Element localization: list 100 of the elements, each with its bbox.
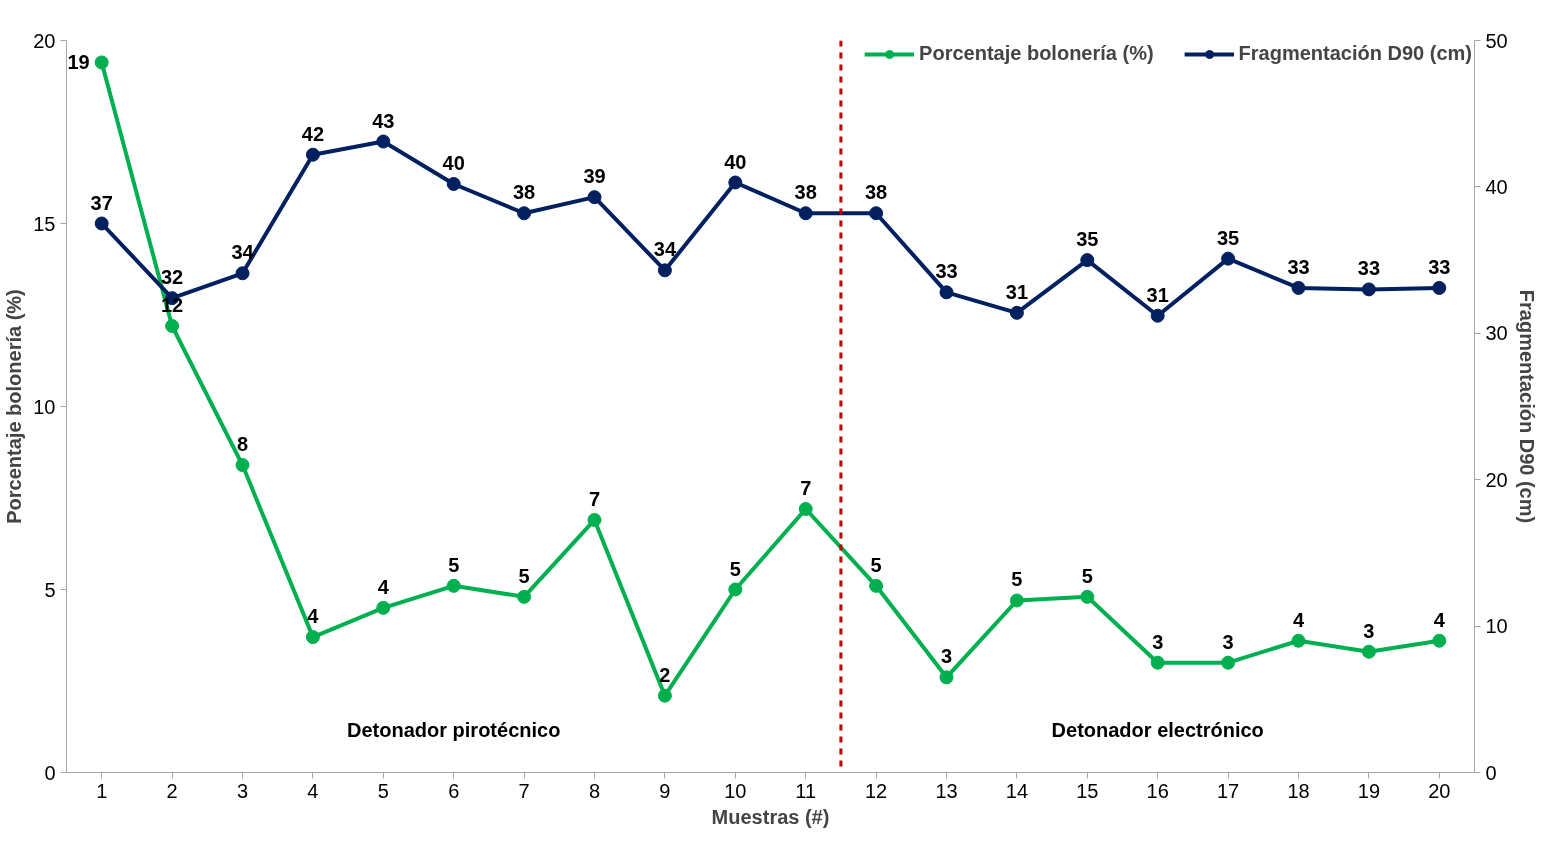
y2-tick-label: 0	[1485, 761, 1497, 784]
point	[587, 512, 602, 527]
data-label: 42	[301, 122, 325, 145]
data-label: 7	[588, 487, 601, 510]
point	[1080, 589, 1095, 604]
point	[305, 630, 320, 645]
y-tick-label: 20	[33, 29, 56, 52]
x-tick-label: 2	[166, 779, 178, 802]
point	[1150, 308, 1165, 323]
data-label: 33	[1428, 255, 1451, 278]
data-label: 5	[1011, 568, 1023, 591]
point	[376, 600, 391, 615]
x-tick-label: 12	[864, 779, 888, 802]
point	[1291, 633, 1306, 648]
y2-tick-label: 20	[1485, 468, 1508, 491]
point	[587, 190, 602, 205]
data-label: 5	[1081, 564, 1093, 587]
point	[798, 501, 813, 516]
y2-axis-title: Fragmentación D90 (cm)	[1515, 289, 1538, 524]
x-tick-label: 20	[1428, 779, 1451, 802]
data-label: 31	[1005, 280, 1029, 303]
point	[376, 134, 391, 149]
data-label: 38	[512, 181, 536, 204]
point	[1432, 633, 1447, 648]
data-label: 39	[583, 165, 606, 188]
data-label: 33	[935, 260, 958, 283]
x-tick-label: 15	[1076, 779, 1099, 802]
data-label: 40	[442, 151, 465, 174]
point	[1009, 593, 1024, 608]
data-label: 33	[1357, 257, 1381, 280]
x-tick-label: 4	[307, 779, 319, 802]
x-tick-label: 9	[659, 779, 671, 802]
point	[517, 589, 532, 604]
annotation: Detonador electrónico	[1051, 718, 1264, 741]
data-label: 3	[940, 645, 953, 668]
data-label: 38	[864, 181, 888, 204]
data-label: 35	[1216, 226, 1240, 249]
data-label: 37	[90, 191, 113, 214]
point	[235, 458, 250, 473]
data-label: 8	[236, 433, 249, 456]
point	[1221, 655, 1236, 670]
x-tick-label: 13	[935, 779, 958, 802]
y-tick-label: 0	[44, 761, 56, 784]
x-tick-label: 16	[1146, 779, 1169, 802]
data-label: 3	[1222, 630, 1234, 653]
x-tick-label: 19	[1357, 779, 1381, 802]
data-label: 40	[724, 150, 747, 173]
y2-tick-label: 50	[1485, 29, 1508, 52]
point	[517, 206, 532, 221]
point	[869, 206, 884, 221]
data-label: 43	[372, 109, 395, 132]
data-label: 4	[307, 605, 320, 628]
point	[1009, 305, 1024, 320]
point	[1361, 282, 1376, 297]
data-label: 34	[653, 238, 677, 261]
x-tick-label: 18	[1287, 779, 1310, 802]
data-label: 38	[794, 181, 817, 204]
y2-tick-label: 40	[1485, 175, 1508, 198]
point	[728, 582, 743, 597]
y-axis-title: Porcentaje bolonería (%)	[3, 289, 26, 524]
x-tick-label: 5	[377, 779, 389, 802]
x-tick-label: 10	[724, 779, 747, 802]
point	[1080, 253, 1095, 268]
x-tick-label: 14	[1005, 779, 1029, 802]
point	[235, 266, 250, 281]
data-label: 7	[800, 476, 812, 499]
point	[1221, 251, 1236, 266]
data-label: 4	[377, 575, 390, 598]
y2-tick-label: 10	[1485, 615, 1508, 638]
point	[305, 147, 320, 162]
point	[939, 285, 954, 300]
point	[1150, 655, 1165, 670]
x-tick-label: 6	[448, 779, 460, 802]
y-tick-label: 10	[33, 395, 56, 418]
point	[869, 578, 884, 593]
data-label: 19	[67, 51, 90, 74]
annotation: Detonador pirotécnico	[347, 718, 561, 741]
point	[939, 670, 954, 685]
point	[798, 206, 813, 221]
x-axis-title: Muestras (#)	[711, 805, 830, 828]
data-label: 31	[1146, 283, 1169, 306]
point	[446, 578, 461, 593]
data-label: 4	[1292, 608, 1305, 631]
x-tick-label: 11	[795, 779, 817, 802]
legend-label: Fragmentación D90 (cm)	[1238, 42, 1472, 65]
point	[1361, 644, 1376, 659]
point	[446, 176, 461, 191]
point	[94, 216, 109, 231]
x-tick-label: 3	[236, 779, 249, 802]
y-tick-label: 15	[33, 212, 56, 235]
data-label: 5	[518, 564, 530, 587]
x-tick-label: 8	[588, 779, 601, 802]
point	[1432, 280, 1447, 295]
point	[728, 175, 743, 190]
data-label: 5	[448, 553, 460, 576]
point	[94, 55, 109, 70]
data-label: 35	[1076, 228, 1099, 251]
point	[165, 318, 180, 333]
data-label: 5	[870, 553, 882, 576]
x-tick-label: 7	[518, 779, 530, 802]
